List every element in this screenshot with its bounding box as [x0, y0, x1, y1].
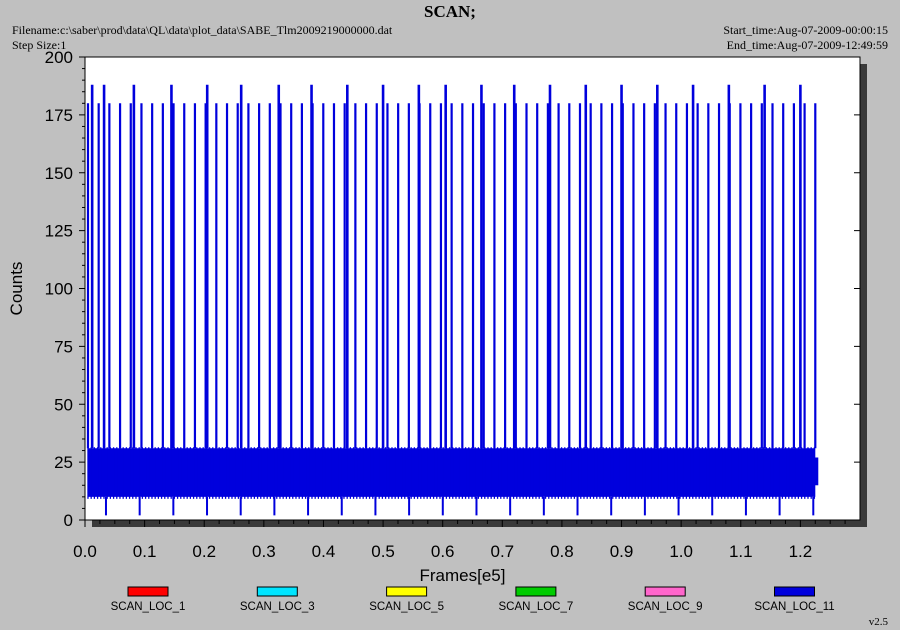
legend-label: SCAN_LOC_3	[240, 601, 315, 613]
legend-label: SCAN_LOC_1	[111, 601, 186, 613]
chart-title: SCAN;	[424, 2, 476, 21]
x-tick-label: 0.1	[133, 542, 157, 561]
y-tick-label: 100	[45, 280, 73, 299]
filename-label: Filename:c:\saber\prod\data\QL\data\plot…	[12, 23, 393, 37]
scan-loc-11-end	[813, 457, 819, 486]
x-axis-label: Frames[e5]	[420, 566, 506, 585]
x-tick-label: 0.8	[550, 542, 574, 561]
y-axis-label: Counts	[7, 262, 26, 316]
legend-swatch	[774, 586, 815, 597]
y-tick-label: 125	[45, 222, 73, 241]
legend-label: SCAN_LOC_5	[369, 601, 444, 613]
x-tick-label: 0.9	[610, 542, 634, 561]
x-tick-label: 0.6	[431, 542, 455, 561]
y-tick-label: 175	[45, 106, 73, 125]
end-time-label: End_time:Aug-07-2009-12:49:59	[726, 38, 888, 52]
y-tick-label: 200	[45, 48, 73, 67]
x-tick-label: 0.4	[312, 542, 336, 561]
legend-swatch	[127, 586, 169, 597]
x-tick-label: 0.0	[73, 542, 97, 561]
step-size-label: Step Size:1	[12, 38, 67, 52]
y-tick-label: 25	[54, 453, 73, 472]
legend-label: SCAN_LOC_7	[499, 601, 574, 613]
legend-label: SCAN_LOC_9	[628, 601, 703, 613]
x-tick-label: 1.0	[669, 542, 693, 561]
x-tick-label: 1.1	[729, 542, 753, 561]
legend-label: SCAN_LOC_11	[754, 601, 834, 613]
x-tick-label: 0.5	[371, 542, 395, 561]
legend-swatch	[644, 586, 686, 597]
x-tick-label: 1.2	[789, 542, 813, 561]
version-label: v2.5	[868, 616, 888, 628]
y-tick-label: 0	[64, 511, 73, 530]
legend-swatch	[515, 586, 557, 597]
y-tick-label: 50	[54, 395, 73, 414]
y-tick-label: 150	[45, 164, 73, 183]
x-tick-label: 0.3	[252, 542, 276, 561]
x-tick-label: 0.2	[192, 542, 216, 561]
legend-swatch	[256, 586, 298, 597]
x-tick-label: 0.7	[490, 542, 514, 561]
y-tick-label: 75	[54, 337, 73, 356]
legend-swatch	[386, 586, 428, 597]
start-time-label: Start_time:Aug-07-2009-00:00:15	[723, 23, 888, 37]
